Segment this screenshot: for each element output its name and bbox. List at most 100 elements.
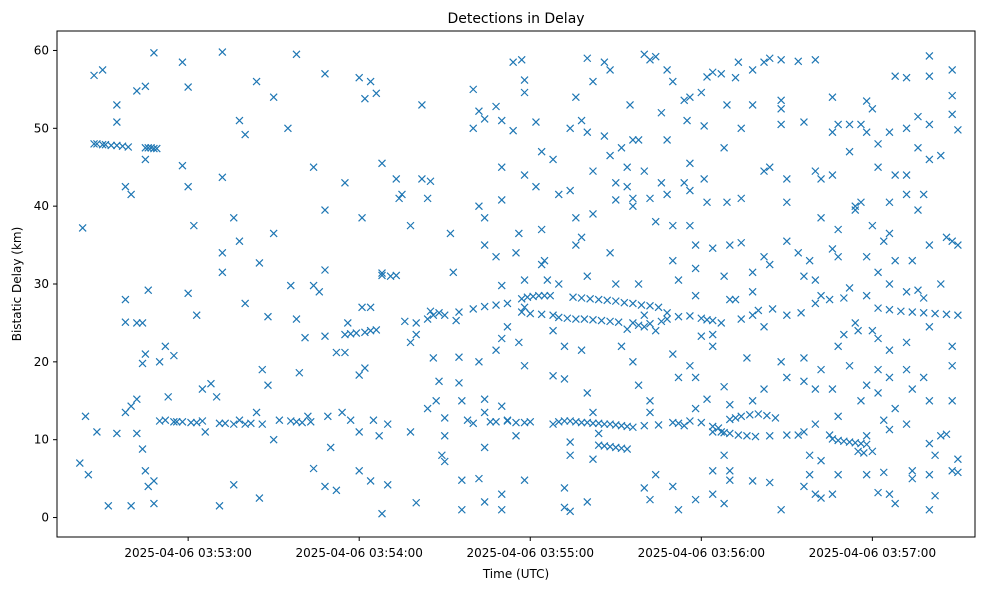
data-point: [475, 357, 483, 366]
data-point: [321, 69, 329, 78]
data-point: [902, 338, 911, 347]
data-point: [543, 276, 552, 285]
data-point: [794, 57, 803, 66]
data-point: [589, 77, 597, 86]
data-point: [891, 256, 900, 265]
data-point: [919, 190, 928, 199]
data-point: [560, 417, 569, 425]
data-point: [150, 477, 158, 485]
data-point: [520, 303, 529, 312]
data-point: [737, 194, 746, 203]
data-point: [817, 494, 825, 503]
data-point: [854, 326, 863, 335]
y-axis-ticks: 0 10 20 30 40 50 60: [34, 43, 57, 525]
data-point: [315, 287, 324, 296]
data-point: [549, 420, 557, 429]
data-point: [862, 440, 871, 449]
data-point: [571, 315, 580, 323]
data-point: [549, 326, 557, 335]
data-point: [540, 291, 549, 300]
data-point: [862, 291, 871, 300]
x-axis-label: Time (UTC): [482, 567, 549, 581]
data-point: [857, 120, 865, 129]
data-point: [455, 378, 463, 387]
data-point: [737, 238, 746, 247]
data-point: [150, 48, 158, 57]
data-point: [708, 330, 717, 339]
data-point: [75, 459, 84, 467]
data-point: [925, 505, 934, 514]
data-point: [782, 237, 791, 246]
data-point: [931, 451, 940, 460]
data-point: [580, 315, 589, 323]
data-point: [637, 301, 646, 309]
data-point: [141, 155, 150, 164]
data-point: [264, 381, 272, 390]
data-point: [919, 294, 928, 302]
data-point: [503, 299, 512, 308]
data-point: [628, 202, 637, 211]
data-point: [782, 431, 791, 439]
data-point: [685, 221, 694, 230]
data-point: [731, 295, 740, 304]
data-point: [663, 136, 672, 144]
data-point: [321, 206, 329, 214]
data-point: [700, 122, 709, 130]
data-point: [269, 93, 278, 102]
data-point: [577, 418, 586, 427]
data-point: [469, 85, 478, 94]
data-point: [708, 342, 717, 351]
data-point: [218, 173, 227, 182]
data-point: [948, 466, 957, 475]
data-point: [703, 198, 711, 207]
data-point: [440, 413, 449, 422]
data-point: [492, 346, 500, 355]
data-point: [480, 213, 489, 222]
data-point: [127, 190, 136, 199]
data-point: [874, 139, 882, 148]
data-point: [874, 268, 882, 277]
data-point: [215, 419, 224, 428]
data-point: [668, 350, 677, 358]
data-point: [646, 55, 654, 64]
data-point: [762, 411, 771, 420]
data-point: [817, 365, 825, 374]
data-point: [178, 161, 187, 170]
data-point: [908, 308, 917, 316]
data-point: [691, 373, 700, 382]
data-point: [765, 478, 774, 487]
data-point: [372, 326, 381, 334]
data-point: [412, 498, 421, 507]
data-point: [708, 490, 717, 499]
data-point: [355, 466, 364, 475]
data-point: [614, 318, 623, 327]
data-point: [800, 377, 808, 386]
data-point: [657, 108, 666, 117]
data-point: [537, 310, 546, 319]
data-point: [657, 317, 666, 326]
data-point: [828, 490, 837, 499]
data-point: [589, 455, 597, 464]
data-point: [914, 112, 922, 121]
data-point: [577, 294, 586, 302]
data-point: [132, 429, 141, 438]
data-point: [295, 368, 304, 377]
data-point: [674, 276, 683, 285]
data-point: [332, 348, 341, 357]
data-point: [743, 354, 751, 362]
data-point: [369, 416, 378, 425]
data-point: [457, 505, 466, 514]
data-point: [708, 244, 717, 253]
data-point: [546, 291, 555, 300]
data-point: [423, 194, 432, 203]
data-point: [902, 190, 911, 199]
data-point: [697, 332, 706, 341]
data-point: [480, 115, 489, 123]
data-point: [634, 321, 643, 330]
data-point: [435, 377, 443, 386]
data-point: [879, 237, 888, 246]
data-point: [628, 318, 637, 327]
data-point: [577, 233, 586, 242]
data-point: [321, 332, 329, 341]
data-point: [708, 466, 717, 475]
